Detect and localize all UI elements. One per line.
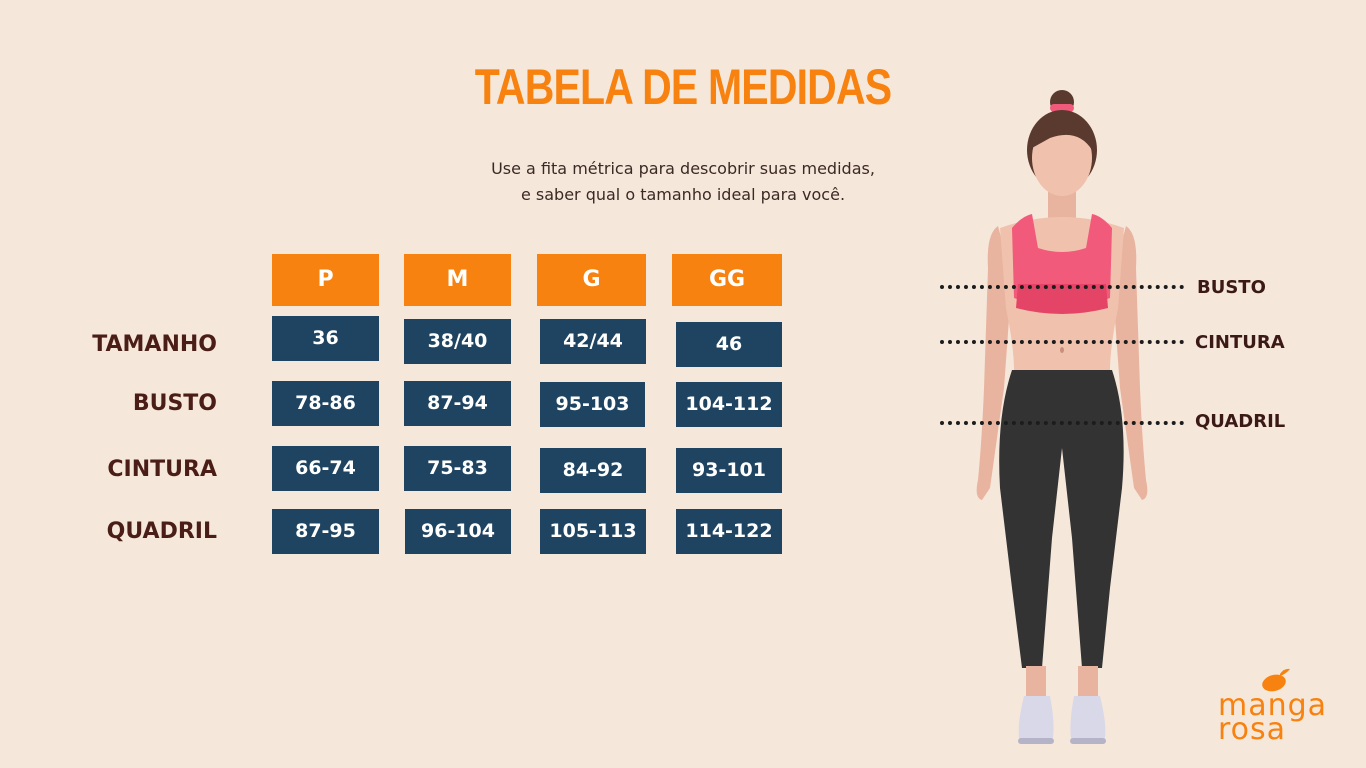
hip-label: QUADRIL: [1195, 411, 1286, 432]
table-cell: 96-104: [405, 509, 511, 554]
table-cell: 114-122: [676, 509, 782, 554]
table-cell: 84-92: [540, 448, 646, 493]
size-header-m: M: [404, 254, 511, 306]
table-cell: 36: [272, 316, 379, 361]
woman-figure-illustration: [976, 90, 1148, 744]
waist-measure-line: [940, 340, 1184, 344]
table-cell: 66-74: [272, 446, 379, 491]
row-label-tamanho: TAMANHO: [92, 332, 217, 357]
bust-label: BUSTO: [1197, 277, 1266, 298]
table-cell: 42/44: [540, 319, 646, 364]
table-cell: 38/40: [404, 319, 511, 364]
table-cell: 75-83: [404, 446, 511, 491]
row-label-quadril: QUADRIL: [106, 519, 217, 544]
brand-logo: manga rosa: [1218, 688, 1328, 747]
row-label-cintura: CINTURA: [107, 457, 217, 482]
subtitle-line-1: Use a fita métrica para descobrir suas m…: [491, 159, 875, 178]
page-title: TABELA DE MEDIDAS: [474, 59, 892, 115]
table-cell: 93-101: [676, 448, 782, 493]
table-cell: 46: [676, 322, 782, 367]
waist-label: CINTURA: [1195, 332, 1285, 353]
table-cell: 87-94: [404, 381, 511, 426]
table-cell: 78-86: [272, 381, 379, 426]
brand-line-2: rosa: [1218, 712, 1287, 747]
size-header-gg: GG: [672, 254, 782, 306]
subtitle-line-2: e saber qual o tamanho ideal para você.: [520, 185, 846, 204]
size-header-p: P: [272, 254, 379, 306]
subtitle: Use a fita métrica para descobrir suas m…: [400, 156, 966, 208]
size-header-g: G: [537, 254, 646, 306]
table-cell: 105-113: [540, 509, 646, 554]
table-cell: 95-103: [540, 382, 645, 427]
brand-line-1: manga: [1218, 688, 1328, 723]
hip-measure-line: [940, 421, 1184, 425]
table-cell: 104-112: [676, 382, 782, 427]
row-label-busto: BUSTO: [132, 391, 217, 416]
mango-icon: [1262, 668, 1290, 692]
table-cell: 87-95: [272, 509, 379, 554]
bust-measure-line: [940, 285, 1184, 289]
